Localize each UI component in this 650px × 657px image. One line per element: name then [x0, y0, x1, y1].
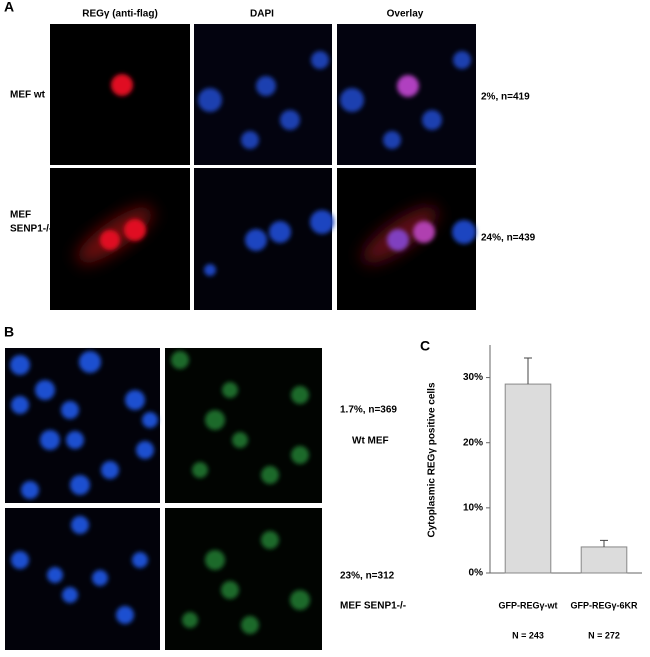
- bar: [504, 383, 552, 574]
- column-header: REGγ (anti-flag): [82, 9, 158, 20]
- sample-size: N = 272: [588, 630, 620, 640]
- result-text: 2%, n=419: [481, 92, 530, 103]
- result-text: 1.7%, n=369: [340, 405, 397, 416]
- column-header: Overlay: [387, 9, 424, 20]
- panel-label: A: [4, 0, 14, 15]
- x-tick-label: GFP-REGγ-6KR: [570, 600, 638, 610]
- micrograph-grid-a: [50, 24, 476, 310]
- column-header: DAPI: [250, 9, 274, 20]
- bar: [580, 546, 628, 574]
- x-tick-label: GFP-REGγ-wt: [498, 600, 557, 610]
- row-label: MEF: [10, 210, 31, 221]
- bar-chart: C Cytoplasmic REGγ positive cells 0% 10% 2…: [420, 338, 642, 640]
- y-tick-label: 20%: [463, 437, 483, 448]
- y-tick-label: 10%: [463, 502, 483, 513]
- row-label: MEF wt: [10, 90, 46, 101]
- y-tick-label: 0%: [469, 568, 484, 579]
- result-text: 24%, n=439: [481, 233, 536, 244]
- y-axis-label: Cytoplasmic REGγ positive cells: [427, 382, 438, 537]
- error-bar: [600, 539, 608, 547]
- condition-label: MEF SENP1-/-: [340, 601, 406, 612]
- row-label: SENP1-/-: [10, 224, 52, 235]
- error-bar: [524, 357, 532, 385]
- panel-label: B: [4, 324, 14, 340]
- condition-label: Wt MEF: [352, 436, 389, 447]
- micrograph-grid-b: [5, 348, 322, 650]
- panel-label: C: [420, 338, 430, 354]
- y-tick-label: 30%: [463, 372, 483, 383]
- sample-size: N = 243: [512, 630, 544, 640]
- result-text: 23%, n=312: [340, 571, 395, 582]
